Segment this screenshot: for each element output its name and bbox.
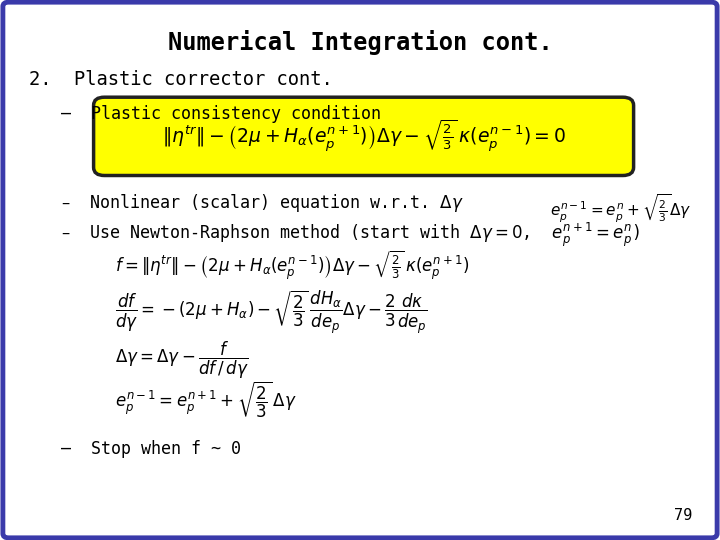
Text: –  Use Newton-Raphson method (start with $\Delta\gamma = 0$,  $e_p^{n+1} = e_p^n: – Use Newton-Raphson method (start with … <box>61 220 641 248</box>
Text: –  Nonlinear (scalar) equation w.r.t. $\Delta\gamma$: – Nonlinear (scalar) equation w.r.t. $\D… <box>61 192 464 214</box>
Text: $\dfrac{df}{d\gamma} = -(2\mu + H_\alpha) - \sqrt{\dfrac{2}{3}}\,\dfrac{dH_\alph: $\dfrac{df}{d\gamma} = -(2\mu + H_\alpha… <box>115 289 428 336</box>
Text: –  Plastic consistency condition: – Plastic consistency condition <box>61 105 381 123</box>
Text: $e_p^{n-1} = e_p^{n+1} + \sqrt{\dfrac{2}{3}}\,\Delta\gamma$: $e_p^{n-1} = e_p^{n+1} + \sqrt{\dfrac{2}… <box>115 379 297 420</box>
Text: –  Stop when f ~ 0: – Stop when f ~ 0 <box>61 440 241 458</box>
Text: $e_p^{n-1} = e_p^n + \sqrt{\frac{2}{3}}\Delta\gamma$: $e_p^{n-1} = e_p^n + \sqrt{\frac{2}{3}}\… <box>550 192 691 224</box>
FancyBboxPatch shape <box>94 97 634 176</box>
Text: 2.  Plastic corrector cont.: 2. Plastic corrector cont. <box>29 70 333 89</box>
Text: 79: 79 <box>675 508 693 523</box>
Text: $f = \|\eta^{tr}\| - \left(2\mu + H_\alpha(e_p^{n-1})\right)\Delta\gamma - \sqrt: $f = \|\eta^{tr}\| - \left(2\mu + H_\alp… <box>115 248 469 282</box>
Text: $\Delta\gamma = \Delta\gamma - \dfrac{f}{df\,/\,d\gamma}$: $\Delta\gamma = \Delta\gamma - \dfrac{f}… <box>115 340 249 381</box>
Text: $\|\eta^{tr}\| - \left(2\mu + H_\alpha(e_p^{n+1})\right)\Delta\gamma - \sqrt{\fr: $\|\eta^{tr}\| - \left(2\mu + H_\alpha(e… <box>161 118 566 154</box>
Text: Numerical Integration cont.: Numerical Integration cont. <box>168 30 552 55</box>
